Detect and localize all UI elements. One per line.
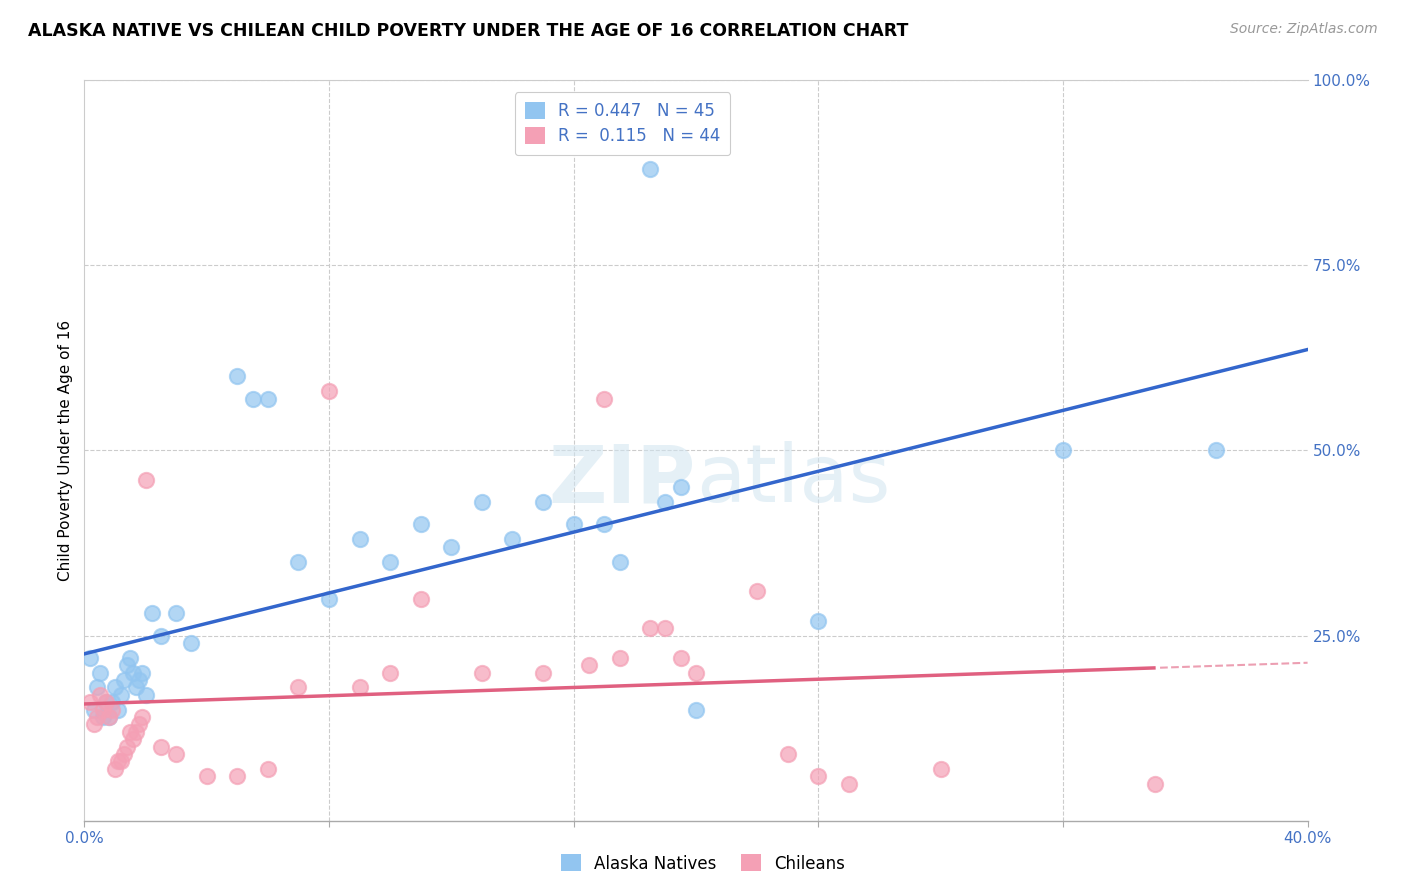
Point [79, 695, 101, 709]
Point [195, 769, 218, 783]
Point [1052, 443, 1074, 458]
Point [609, 555, 631, 569]
Point [349, 533, 371, 547]
Point [502, 533, 524, 547]
Point [86, 710, 108, 724]
Point [578, 658, 600, 673]
Point [638, 162, 661, 177]
Point [115, 658, 138, 673]
Point [257, 762, 280, 776]
Point [1205, 443, 1227, 458]
Point [115, 739, 138, 754]
Point [747, 584, 769, 599]
Point [593, 392, 616, 406]
Point [531, 495, 554, 509]
Point [318, 384, 340, 399]
Point [83, 703, 105, 717]
Legend: Alaska Natives, Chileans: Alaska Natives, Chileans [554, 847, 852, 880]
Point [79, 650, 101, 665]
Point [125, 681, 148, 695]
Point [609, 650, 631, 665]
Point [122, 732, 145, 747]
Point [89, 688, 111, 702]
Point [91, 703, 114, 717]
Point [97, 710, 120, 724]
Point [654, 621, 676, 635]
Point [440, 540, 463, 554]
Point [165, 607, 187, 621]
Point [471, 495, 494, 509]
Point [226, 369, 249, 384]
Point [669, 650, 692, 665]
Point [110, 688, 132, 702]
Point [89, 665, 111, 680]
Text: ALASKA NATIVE VS CHILEAN CHILD POVERTY UNDER THE AGE OF 16 CORRELATION CHART: ALASKA NATIVE VS CHILEAN CHILD POVERTY U… [28, 22, 908, 40]
Point [380, 665, 402, 680]
Point [86, 681, 108, 695]
Point [107, 755, 129, 769]
Point [380, 555, 402, 569]
Point [287, 681, 309, 695]
Point [107, 703, 129, 717]
Point [838, 776, 860, 791]
Point [122, 665, 145, 680]
Point [131, 665, 153, 680]
Point [97, 710, 120, 724]
Point [242, 392, 264, 406]
Point [125, 724, 148, 739]
Point [562, 517, 585, 532]
Point [165, 747, 187, 761]
Y-axis label: Child Poverty Under the Age of 16: Child Poverty Under the Age of 16 [58, 320, 73, 581]
Point [349, 681, 371, 695]
Legend: R = 0.447   N = 45, R =  0.115   N = 44: R = 0.447 N = 45, R = 0.115 N = 44 [515, 92, 731, 155]
Point [287, 555, 309, 569]
Point [257, 392, 280, 406]
Point [531, 665, 554, 680]
Point [409, 517, 432, 532]
Point [149, 739, 172, 754]
Point [226, 769, 249, 783]
Text: ZIP: ZIP [548, 441, 696, 519]
Point [120, 724, 142, 739]
Point [654, 495, 676, 509]
Point [83, 717, 105, 731]
Point [104, 762, 127, 776]
Point [128, 717, 150, 731]
Point [141, 607, 163, 621]
Point [1143, 776, 1166, 791]
Point [101, 695, 124, 709]
Point [94, 695, 117, 709]
Point [128, 673, 150, 687]
Point [110, 755, 132, 769]
Point [94, 695, 117, 709]
Point [180, 636, 202, 650]
Point [776, 747, 799, 761]
Point [135, 688, 157, 702]
Text: atlas: atlas [696, 441, 890, 519]
Point [131, 710, 153, 724]
Point [135, 473, 157, 487]
Point [685, 703, 707, 717]
Point [112, 747, 135, 761]
Point [91, 710, 114, 724]
Point [471, 665, 494, 680]
Point [669, 480, 692, 494]
Point [685, 665, 707, 680]
Point [104, 681, 127, 695]
Point [929, 762, 952, 776]
Point [807, 614, 830, 628]
Point [807, 769, 830, 783]
Point [112, 673, 135, 687]
Text: Source: ZipAtlas.com: Source: ZipAtlas.com [1230, 22, 1378, 37]
Point [638, 621, 661, 635]
Point [149, 628, 172, 642]
Point [593, 517, 616, 532]
Point [318, 591, 340, 606]
Point [409, 591, 432, 606]
Point [101, 703, 124, 717]
Point [120, 650, 142, 665]
